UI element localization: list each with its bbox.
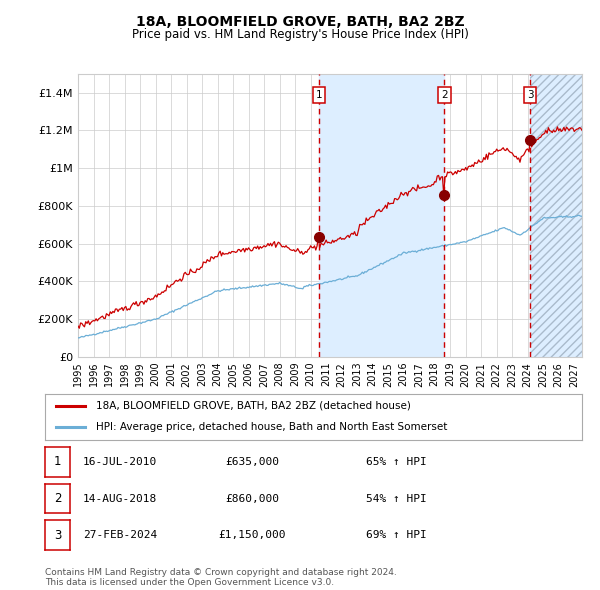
Text: £1,150,000: £1,150,000: [218, 530, 286, 540]
Text: 14-AUG-2018: 14-AUG-2018: [83, 494, 157, 503]
Text: 2: 2: [54, 492, 61, 505]
Text: 1: 1: [316, 90, 322, 100]
Text: Contains HM Land Registry data © Crown copyright and database right 2024.
This d: Contains HM Land Registry data © Crown c…: [45, 568, 397, 587]
Text: 69% ↑ HPI: 69% ↑ HPI: [365, 530, 427, 540]
Bar: [319, 74, 444, 357]
Text: 16-JUL-2010: 16-JUL-2010: [83, 457, 157, 467]
Text: 54% ↑ HPI: 54% ↑ HPI: [365, 494, 427, 503]
Text: 18A, BLOOMFIELD GROVE, BATH, BA2 2BZ (detached house): 18A, BLOOMFIELD GROVE, BATH, BA2 2BZ (de…: [96, 401, 411, 411]
Text: 3: 3: [527, 90, 533, 100]
Text: 1: 1: [54, 455, 61, 468]
Text: Price paid vs. HM Land Registry's House Price Index (HPI): Price paid vs. HM Land Registry's House …: [131, 28, 469, 41]
Text: 27-FEB-2024: 27-FEB-2024: [83, 530, 157, 540]
Text: 3: 3: [54, 529, 61, 542]
Text: 65% ↑ HPI: 65% ↑ HPI: [365, 457, 427, 467]
Text: £635,000: £635,000: [225, 457, 279, 467]
Text: 2: 2: [441, 90, 448, 100]
Bar: [530, 74, 582, 357]
Bar: [530, 74, 582, 357]
Text: £860,000: £860,000: [225, 494, 279, 503]
Text: 18A, BLOOMFIELD GROVE, BATH, BA2 2BZ: 18A, BLOOMFIELD GROVE, BATH, BA2 2BZ: [136, 15, 464, 29]
Text: HPI: Average price, detached house, Bath and North East Somerset: HPI: Average price, detached house, Bath…: [96, 422, 448, 432]
